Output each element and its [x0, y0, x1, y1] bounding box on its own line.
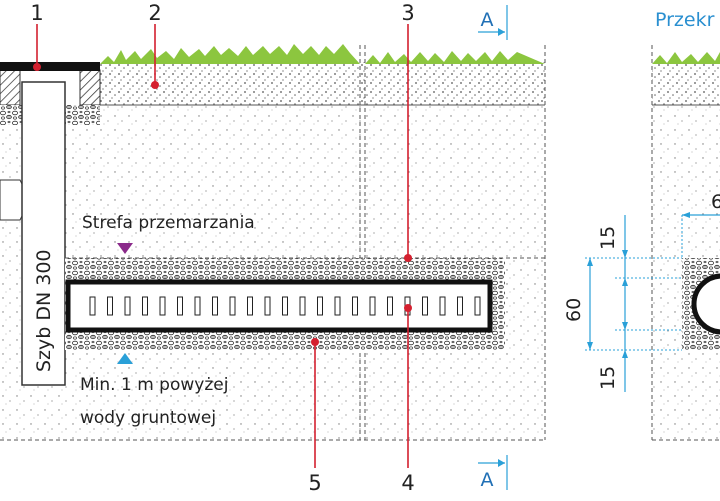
slot: [474, 296, 481, 316]
slot: [89, 296, 96, 316]
slot: [457, 296, 463, 316]
callout: 1: [30, 1, 43, 25]
slot: [352, 296, 358, 316]
topsoil: [652, 62, 720, 105]
leader-dot: [404, 254, 412, 262]
slot: [387, 296, 393, 316]
grass: [652, 52, 720, 64]
arrowhead: [498, 459, 505, 467]
dimension-label: 15: [597, 366, 619, 390]
pipe-section: [691, 273, 720, 335]
section-mark: A: [481, 9, 494, 31]
collar: [79, 69, 101, 106]
slot: [212, 296, 218, 316]
dimension-label: 15: [597, 226, 619, 250]
slot: [439, 296, 446, 316]
slot: [107, 296, 113, 316]
frost-marker: [117, 243, 133, 254]
dimension-label: 60: [563, 298, 585, 322]
dimension-guides: [585, 215, 683, 351]
collar: [0, 69, 21, 106]
slot: [299, 296, 306, 316]
slot: [124, 296, 131, 316]
callout: 4: [401, 471, 414, 495]
leader-dot: [311, 338, 319, 346]
slot: [142, 296, 148, 316]
leader-dot: [404, 304, 412, 312]
pipe-slots: [89, 296, 481, 316]
arrowhead: [498, 28, 505, 36]
topsoil: [100, 62, 545, 105]
water-marker: [117, 353, 133, 364]
pipe: [65, 279, 493, 333]
shaft: [21, 81, 66, 386]
slot: [369, 296, 376, 316]
slot: [194, 296, 201, 316]
slot: [229, 296, 236, 316]
grass: [100, 44, 360, 64]
slot: [264, 296, 271, 316]
slot: [177, 296, 183, 316]
groundwater-label: Min. 1 m powyżej: [80, 375, 228, 395]
callout: 2: [148, 1, 161, 25]
slot: [282, 296, 288, 316]
slot: [247, 296, 253, 316]
grass: [365, 51, 545, 64]
slot: [334, 296, 341, 316]
dimension-label: 6: [711, 191, 720, 213]
slot: [159, 296, 166, 316]
shaft-label: Szyb DN 300: [33, 249, 55, 372]
slot: [317, 296, 323, 316]
section-mark: A: [481, 469, 494, 491]
callout: 3: [401, 1, 414, 25]
frost-label: Strefa przemarzania: [82, 213, 255, 233]
leader-dot: [33, 63, 41, 71]
callout: 5: [308, 471, 321, 495]
cover: [0, 62, 100, 71]
leader-dot: [151, 81, 159, 89]
groundwater-label: wody gruntowej: [80, 408, 216, 428]
section-title: Przekr: [655, 9, 715, 31]
slot: [422, 296, 428, 316]
